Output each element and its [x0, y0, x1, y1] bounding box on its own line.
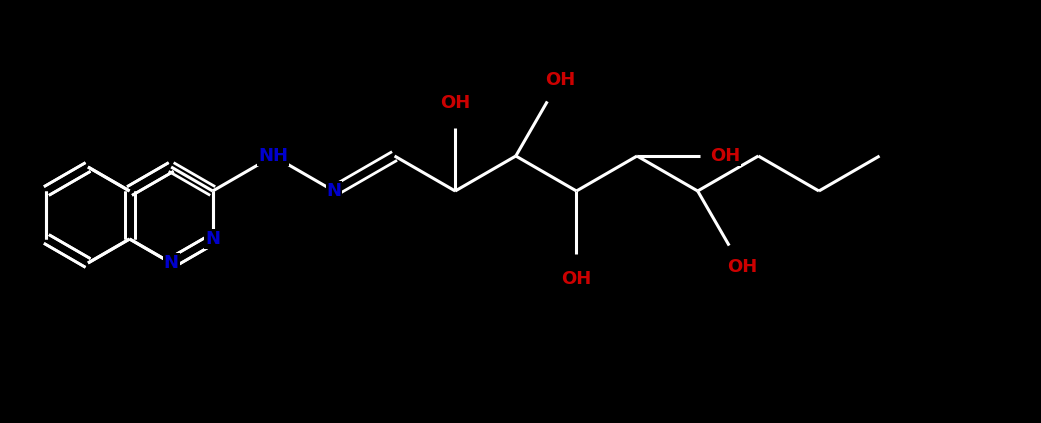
- Text: OH: OH: [710, 147, 740, 165]
- Text: OH: OH: [544, 71, 575, 88]
- Text: OH: OH: [440, 94, 471, 112]
- Text: OH: OH: [727, 258, 757, 276]
- Text: N: N: [205, 230, 221, 248]
- Text: N: N: [163, 254, 179, 272]
- Text: N: N: [327, 182, 341, 200]
- Text: NH: NH: [258, 147, 288, 165]
- Text: OH: OH: [561, 270, 591, 288]
